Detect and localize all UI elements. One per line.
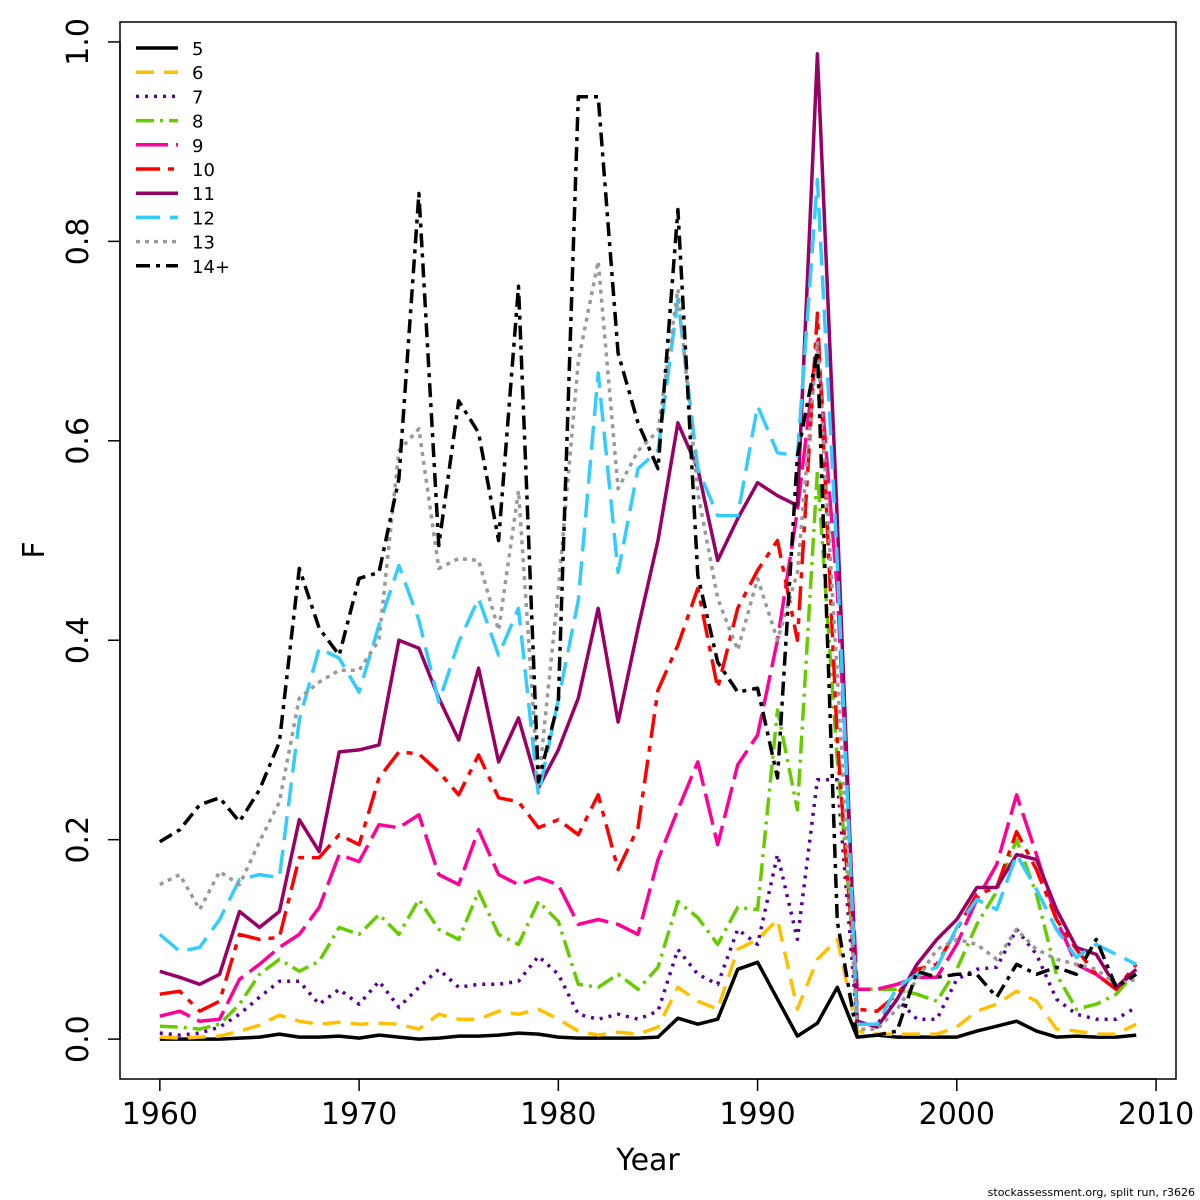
x-tick-label: 2010 (1118, 1097, 1194, 1132)
series-layer (158, 52, 1138, 1041)
x-tick-label: 1970 (321, 1097, 397, 1132)
y-tick-label: 1.0 (61, 18, 96, 66)
legend-label: 9 (192, 136, 203, 157)
legend-label: 12 (192, 208, 215, 229)
y-tick-label: 0.0 (61, 1015, 96, 1063)
x-tick-label: 1990 (719, 1097, 795, 1132)
y-axis: 0.0 0.2 0.4 0.6 0.8 1.0 (61, 18, 121, 1063)
legend-label: 5 (192, 39, 203, 60)
legend-label: 8 (192, 112, 203, 133)
series-line-age-11 (159, 52, 1138, 1029)
y-tick-label: 0.2 (61, 816, 96, 864)
legend-label: 10 (192, 160, 215, 181)
legend-label: 6 (192, 63, 203, 84)
legend-label: 7 (192, 87, 203, 108)
x-tick-label: 2000 (919, 1097, 995, 1132)
legend-label: 11 (192, 184, 215, 205)
x-axis-title: Year (615, 1143, 680, 1178)
y-axis-title: F (17, 541, 52, 558)
legend-label: 13 (192, 233, 215, 254)
legend: 5 6 7 8 9 10 11 12 13 14+ (136, 39, 230, 278)
series-line-age-14plus (158, 95, 1138, 1039)
series-line-age-12 (158, 177, 1137, 1026)
plot-frame (119, 21, 1177, 1080)
series-line-age-6 (159, 917, 1137, 1040)
series-line-age-5 (159, 960, 1137, 1041)
x-tick-label: 1980 (520, 1097, 596, 1132)
x-tick-label: 1960 (122, 1097, 198, 1132)
series-line-age-7 (159, 778, 1138, 1037)
x-axis: 1960 1970 1980 1990 2000 2010 (122, 1078, 1194, 1132)
y-tick-label: 0.8 (61, 218, 96, 266)
footer-note: stockassessment.org, split run, r3626 (988, 1186, 1195, 1199)
series-line-age-13 (159, 259, 1137, 1031)
series-line-age-10 (159, 311, 1138, 1013)
y-tick-label: 0.4 (61, 616, 96, 664)
legend-label: 14+ (192, 257, 230, 278)
series-line-age-8 (159, 468, 1138, 1031)
y-tick-label: 0.6 (61, 417, 96, 465)
